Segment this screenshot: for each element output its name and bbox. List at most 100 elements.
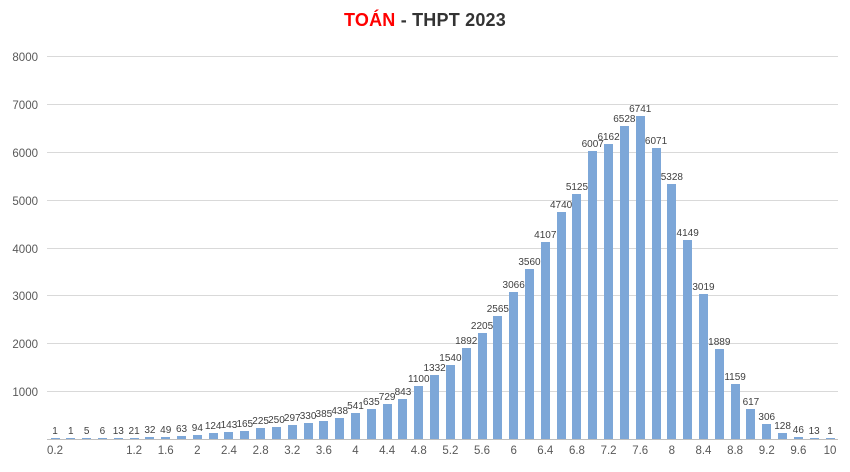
- bar: [256, 428, 266, 439]
- bar-value-label: 46: [792, 424, 804, 436]
- bar-value-label: 635: [362, 396, 380, 408]
- x-tick-label: 4.4: [379, 445, 396, 457]
- x-tick-label: 8: [668, 445, 676, 457]
- bar: [825, 438, 835, 439]
- x-tick-label: 6: [510, 445, 517, 457]
- chart-title-exam: - THPT 2023: [395, 10, 506, 30]
- bar-value-label: 541: [347, 401, 364, 413]
- y-tick-label: 2000: [12, 339, 38, 352]
- x-tick-label: 6.4: [537, 445, 554, 457]
- plot-area: 1 1 5 6 13 21 32 49 63 94 124 143 165 225 250 297 330 385…: [47, 56, 838, 440]
- x-tick-label: 2.8: [252, 445, 269, 457]
- gridline: [47, 391, 838, 393]
- gridline: [47, 151, 838, 153]
- bar: [161, 436, 171, 439]
- bar-value-label: 6528: [613, 114, 636, 126]
- bar: [287, 424, 297, 439]
- bar: [366, 408, 376, 439]
- bar-value-label: 1332: [423, 363, 446, 375]
- bar-value-label: 5328: [660, 171, 683, 183]
- x-tick-label: 10: [823, 445, 837, 457]
- bar-value-label: 165: [236, 419, 254, 431]
- x-axis: 0.2 1.2 1.6 2 2.4 2.8 3.2 3.6 4 4.4 4.8 5.2 5.6 6 6.4 6…: [47, 445, 838, 465]
- bar: [477, 333, 487, 439]
- x-tick-label: 8.4: [695, 445, 712, 457]
- bar-value-label: 306: [758, 412, 776, 424]
- bar: [461, 348, 471, 439]
- bar: [208, 433, 218, 439]
- bar-value-label: 3066: [502, 280, 525, 292]
- bar: [382, 404, 392, 439]
- x-tick-label: 7.2: [600, 445, 617, 457]
- bar: [619, 126, 629, 439]
- y-tick-label: 3000: [12, 291, 38, 304]
- bar-value-label: 729: [378, 392, 396, 404]
- bar-value-label: 4740: [549, 200, 573, 212]
- bar-value-label: 1892: [455, 336, 478, 348]
- bar-value-label: 6162: [597, 132, 620, 143]
- gridline: [47, 199, 838, 201]
- bar: [540, 242, 550, 439]
- y-tick-label: 7000: [12, 99, 38, 112]
- bar-value-label: 21: [128, 426, 140, 437]
- bar: [271, 427, 281, 439]
- x-tick-label: 8.8: [727, 445, 744, 457]
- x-tick-label: 9.2: [758, 445, 775, 457]
- bar: [335, 418, 345, 439]
- bar-value-label: 4149: [676, 228, 699, 240]
- gridline: [47, 343, 838, 345]
- bar: [398, 398, 408, 439]
- x-tick-label: 1.2: [126, 445, 143, 457]
- bar-value-label: 385: [315, 408, 333, 420]
- bar: [82, 438, 92, 439]
- y-tick-label: 8000: [12, 52, 38, 64]
- gridline: [47, 103, 838, 105]
- bar-value-label: 225: [252, 416, 269, 428]
- bar-value-label: 143: [220, 420, 238, 432]
- bar-value-label: 6007: [581, 139, 604, 151]
- bar: [192, 434, 202, 439]
- x-tick-label: 2.4: [220, 445, 237, 457]
- y-tick-label: 1000: [12, 387, 38, 400]
- bar-value-label: 843: [394, 386, 412, 398]
- bar-value-label: 5125: [565, 181, 589, 193]
- bar-value-label: 1159: [724, 371, 746, 383]
- gridline: [47, 56, 838, 57]
- bar: [240, 431, 250, 439]
- x-axis-line: [47, 439, 838, 440]
- bar-value-label: 617: [742, 397, 760, 409]
- bar: [809, 438, 819, 439]
- bar-value-label: 5: [83, 426, 90, 437]
- bar-value-label: 1540: [439, 353, 462, 365]
- bar: [224, 432, 234, 439]
- x-tick-label: 7.6: [632, 445, 649, 457]
- x-tick-label: 1.6: [157, 445, 174, 457]
- x-tick-label: 5.2: [442, 445, 459, 457]
- chart-title: TOÁN - THPT 2023: [0, 10, 850, 31]
- x-tick-label: 0.2: [47, 445, 63, 457]
- bar: [66, 438, 76, 439]
- bar: [113, 438, 123, 439]
- bar-value-label: 94: [191, 422, 203, 434]
- bar-value-label: 49: [160, 424, 172, 436]
- bar: [651, 148, 661, 439]
- chart-title-subject: TOÁN: [344, 10, 396, 30]
- x-tick-label: 6.8: [568, 445, 585, 457]
- bar: [746, 409, 756, 439]
- bar: [319, 420, 329, 439]
- bar: [667, 183, 677, 439]
- bar: [604, 144, 614, 439]
- x-tick-label: 2: [194, 445, 201, 457]
- bar: [572, 193, 582, 439]
- bar: [524, 268, 534, 439]
- bar-value-label: 1889: [708, 336, 731, 348]
- bar: [635, 116, 645, 439]
- bar: [351, 413, 360, 439]
- bar: [730, 383, 740, 439]
- x-tick-label: 5.6: [474, 445, 491, 457]
- y-tick-label: 6000: [12, 147, 38, 160]
- bar-value-label: 330: [299, 411, 317, 423]
- bar-value-label: 1100: [408, 374, 430, 386]
- bar: [714, 348, 724, 439]
- x-tick-label: 3.6: [315, 445, 332, 457]
